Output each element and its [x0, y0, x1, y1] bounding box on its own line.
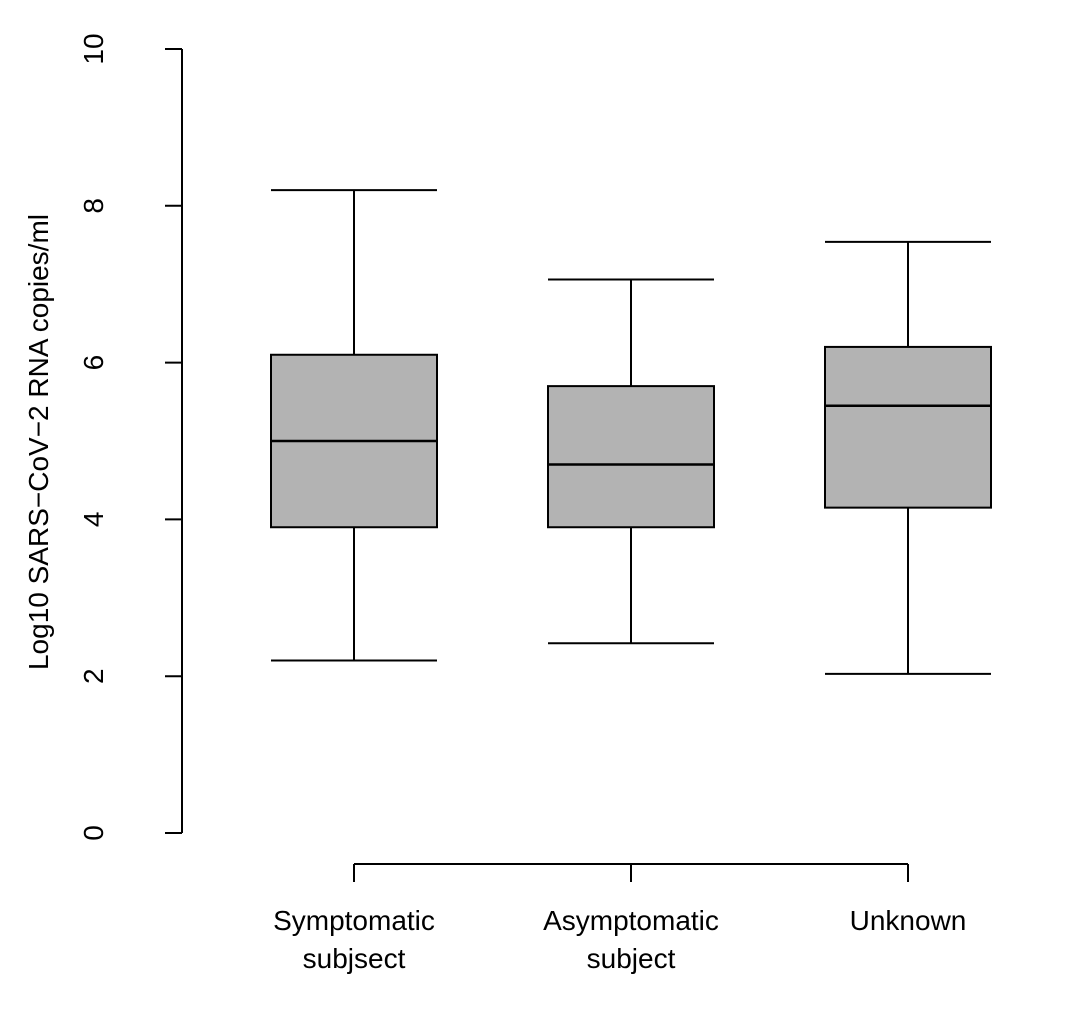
y-axis: 0 2 4 6 8 10 [78, 33, 183, 841]
box-group [824, 240, 992, 675]
y-axis-label: Log10 SARS−CoV−2 RNA copies/ml [23, 214, 54, 670]
y-tick-label: 4 [78, 512, 109, 528]
x-tick-label: Asymptomatic [543, 905, 719, 936]
y-tick-label: 10 [78, 33, 109, 64]
x-tick-label: Unknown [850, 905, 967, 936]
x-tick-label: subject [587, 943, 676, 974]
x-axis: Symptomatic subjsect Asymptomatic subject Un… [273, 863, 967, 974]
x-tick-label: Symptomatic [273, 905, 435, 936]
box-group [270, 189, 438, 662]
y-tick-label: 0 [78, 825, 109, 841]
y-tick-label: 2 [78, 668, 109, 684]
y-tick-label: 6 [78, 355, 109, 371]
iqr-box [824, 345, 992, 509]
boxes [270, 189, 992, 675]
iqr-box [547, 385, 715, 529]
y-tick-label: 8 [78, 198, 109, 214]
x-tick-label: subjsect [303, 943, 406, 974]
box-group [547, 278, 715, 645]
